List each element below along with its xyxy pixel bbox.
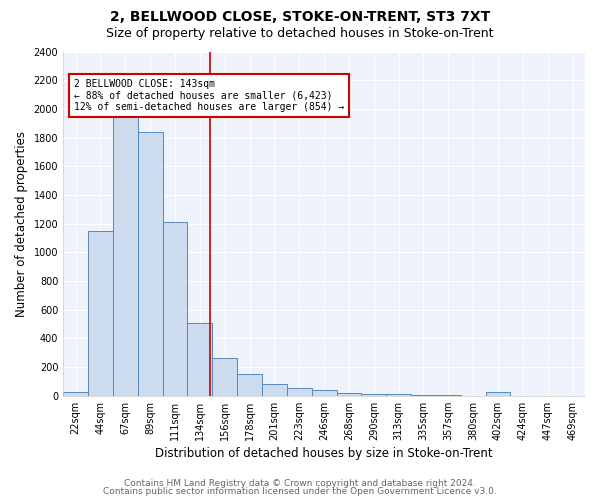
Text: Contains HM Land Registry data © Crown copyright and database right 2024.: Contains HM Land Registry data © Crown c… [124,478,476,488]
Bar [262,384,287,396]
Bar [337,393,361,396]
Text: Contains public sector information licensed under the Open Government Licence v3: Contains public sector information licen… [103,487,497,496]
Bar [113,118,138,396]
Bar [63,392,88,396]
Bar [163,222,187,396]
Bar [212,358,237,396]
Bar [88,231,113,396]
X-axis label: Distribution of detached houses by size in Stoke-on-Trent: Distribution of detached houses by size … [155,447,493,460]
Bar [187,322,212,396]
Bar [411,395,436,396]
Bar [287,388,311,396]
Bar [311,390,337,396]
Y-axis label: Number of detached properties: Number of detached properties [15,130,28,316]
Text: 2, BELLWOOD CLOSE, STOKE-ON-TRENT, ST3 7XT: 2, BELLWOOD CLOSE, STOKE-ON-TRENT, ST3 7… [110,10,490,24]
Bar [361,394,386,396]
Bar [485,392,511,396]
Text: Size of property relative to detached houses in Stoke-on-Trent: Size of property relative to detached ho… [106,28,494,40]
Bar [386,394,411,396]
Bar [237,374,262,396]
Bar [138,132,163,396]
Text: 2 BELLWOOD CLOSE: 143sqm
← 88% of detached houses are smaller (6,423)
12% of sem: 2 BELLWOOD CLOSE: 143sqm ← 88% of detach… [74,79,344,112]
